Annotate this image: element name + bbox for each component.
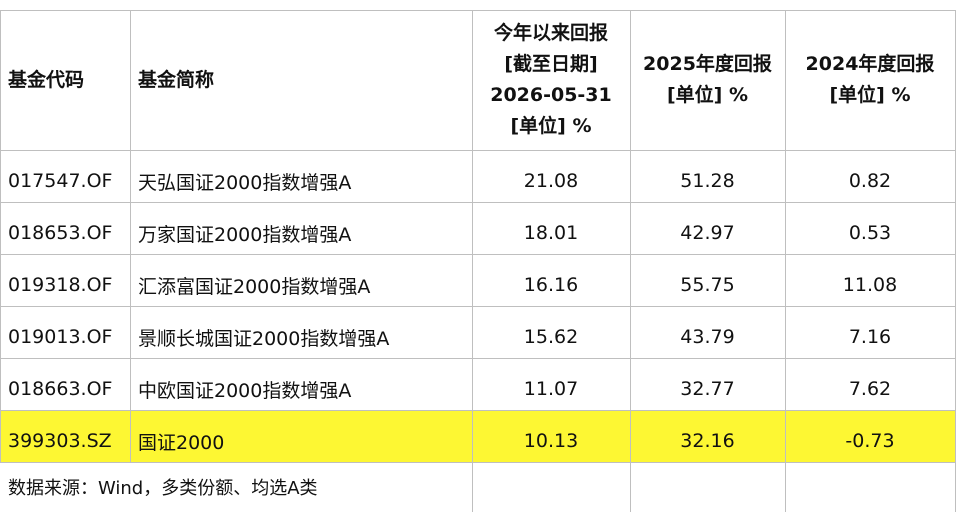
table-cell: 万家国证2000指数增强A	[138, 223, 352, 246]
col-line	[472, 10, 473, 512]
header-text: 2024年度回报	[805, 53, 935, 75]
highlight-row	[0, 410, 955, 462]
table-cell: 43.79	[680, 326, 735, 348]
header-text: 2026-05-31	[490, 84, 612, 106]
table-cell: 中欧国证2000指数增强A	[138, 379, 352, 402]
row-line	[0, 150, 955, 151]
table-cell: 019318.OF	[8, 274, 113, 296]
table-cell: 018663.OF	[8, 378, 113, 400]
row-line	[0, 10, 955, 11]
table-cell: 国证2000	[138, 431, 225, 454]
col-line	[785, 10, 786, 512]
header-text: 基金代码	[8, 68, 85, 91]
table-cell: 018653.OF	[8, 222, 113, 244]
table-cell: 55.75	[680, 274, 735, 296]
header-cell: 今年以来回报 [截至日期] 2026-05-31 [单位] %	[472, 10, 630, 150]
table-cell: -0.73	[845, 430, 895, 452]
header-text: [截至日期]	[504, 53, 598, 75]
col-line	[130, 10, 131, 462]
row-line	[0, 462, 955, 463]
row-line	[0, 202, 955, 203]
table-cell: 32.16	[680, 430, 735, 452]
header-text: 基金简称	[138, 68, 215, 91]
table-cell: 11.08	[842, 274, 898, 296]
row-line	[0, 358, 955, 359]
header-text: [单位] %	[666, 84, 749, 106]
col-line	[0, 10, 1, 462]
table-cell: 019013.OF	[8, 326, 113, 348]
header-text: 今年以来回报	[493, 22, 608, 44]
footer-note: 数据来源：Wind，多类份额、均选A类	[8, 478, 318, 499]
header-cell: 基金简称	[130, 10, 472, 150]
table-cell: 7.62	[848, 378, 892, 400]
table-cell: 汇添富国证2000指数增强A	[138, 275, 371, 298]
table-cell: 16.16	[523, 274, 579, 296]
table-cell: 10.13	[523, 430, 579, 452]
row-line	[0, 306, 955, 307]
header-cell: 2025年度回报 [单位] %	[630, 10, 785, 150]
table-cell: 15.62	[523, 326, 579, 348]
table-cell: 18.01	[523, 222, 579, 244]
row-line	[0, 410, 955, 411]
header-text: 2025年度回报	[643, 53, 772, 75]
table-cell: 7.16	[848, 326, 892, 348]
table-cell: 11.07	[523, 378, 579, 400]
table-cell: 景顺长城国证2000指数增强A	[138, 327, 390, 350]
table-cell: 天弘国证2000指数增强A	[138, 171, 352, 194]
table-cell: 32.77	[680, 378, 735, 400]
table-cell: 399303.SZ	[8, 430, 112, 452]
col-line	[630, 10, 631, 512]
table-cell: 51.28	[680, 170, 735, 192]
table-cell: 42.97	[680, 222, 735, 244]
header-cell: 2024年度回报 [单位] %	[785, 10, 955, 150]
table-cell: 017547.OF	[8, 170, 113, 192]
table-cell: 0.53	[848, 222, 892, 244]
header-cell: 基金代码	[0, 10, 130, 150]
header-text: [单位] %	[829, 84, 911, 106]
table-cell: 21.08	[523, 170, 579, 192]
col-line	[955, 10, 956, 512]
row-line	[0, 254, 955, 255]
header-text: [单位] %	[510, 115, 592, 137]
table-cell: 0.82	[848, 170, 892, 192]
